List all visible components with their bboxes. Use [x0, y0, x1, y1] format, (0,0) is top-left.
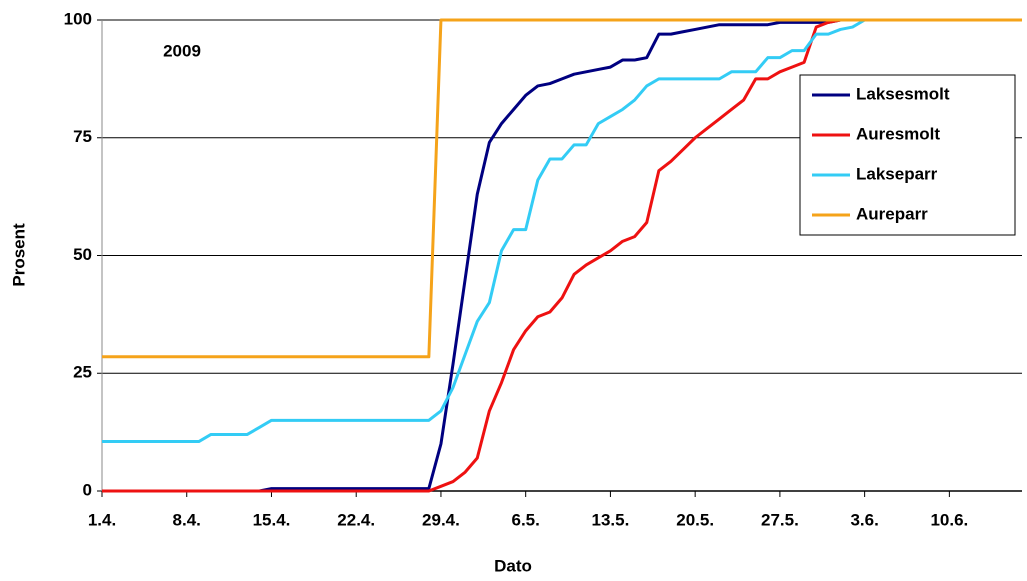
- legend-label: Laksesmolt: [856, 84, 950, 103]
- x-tick-label: 27.5.: [761, 510, 799, 529]
- x-tick-label: 20.5.: [676, 510, 714, 529]
- data-line: [102, 18, 1022, 359]
- y-tick-label: 50: [73, 245, 92, 264]
- x-axis-label: Dato: [494, 556, 532, 575]
- x-tick-label: 1.4.: [88, 510, 116, 529]
- legend-label: Auresmolt: [856, 124, 940, 143]
- x-tick-label: 13.5.: [592, 510, 630, 529]
- x-tick-label: 15.4.: [253, 510, 291, 529]
- legend-label: Aureparr: [856, 204, 928, 223]
- annotation: 2009: [163, 41, 201, 60]
- x-tick-label: 10.6.: [930, 510, 968, 529]
- legend-label: Lakseparr: [856, 164, 938, 183]
- y-tick-label: 0: [83, 480, 92, 499]
- x-tick-label: 3.6.: [850, 510, 878, 529]
- x-tick-label: 8.4.: [173, 510, 201, 529]
- y-tick-label: 75: [73, 127, 92, 146]
- legend-box: [799, 74, 1016, 236]
- x-tick-label: 22.4.: [337, 510, 375, 529]
- y-axis-label: Prosent: [9, 223, 28, 287]
- y-tick-label: 100: [64, 9, 92, 28]
- x-tick-label: 29.4.: [422, 510, 460, 529]
- x-tick-label: 6.5.: [512, 510, 540, 529]
- y-tick-label: 25: [73, 363, 92, 382]
